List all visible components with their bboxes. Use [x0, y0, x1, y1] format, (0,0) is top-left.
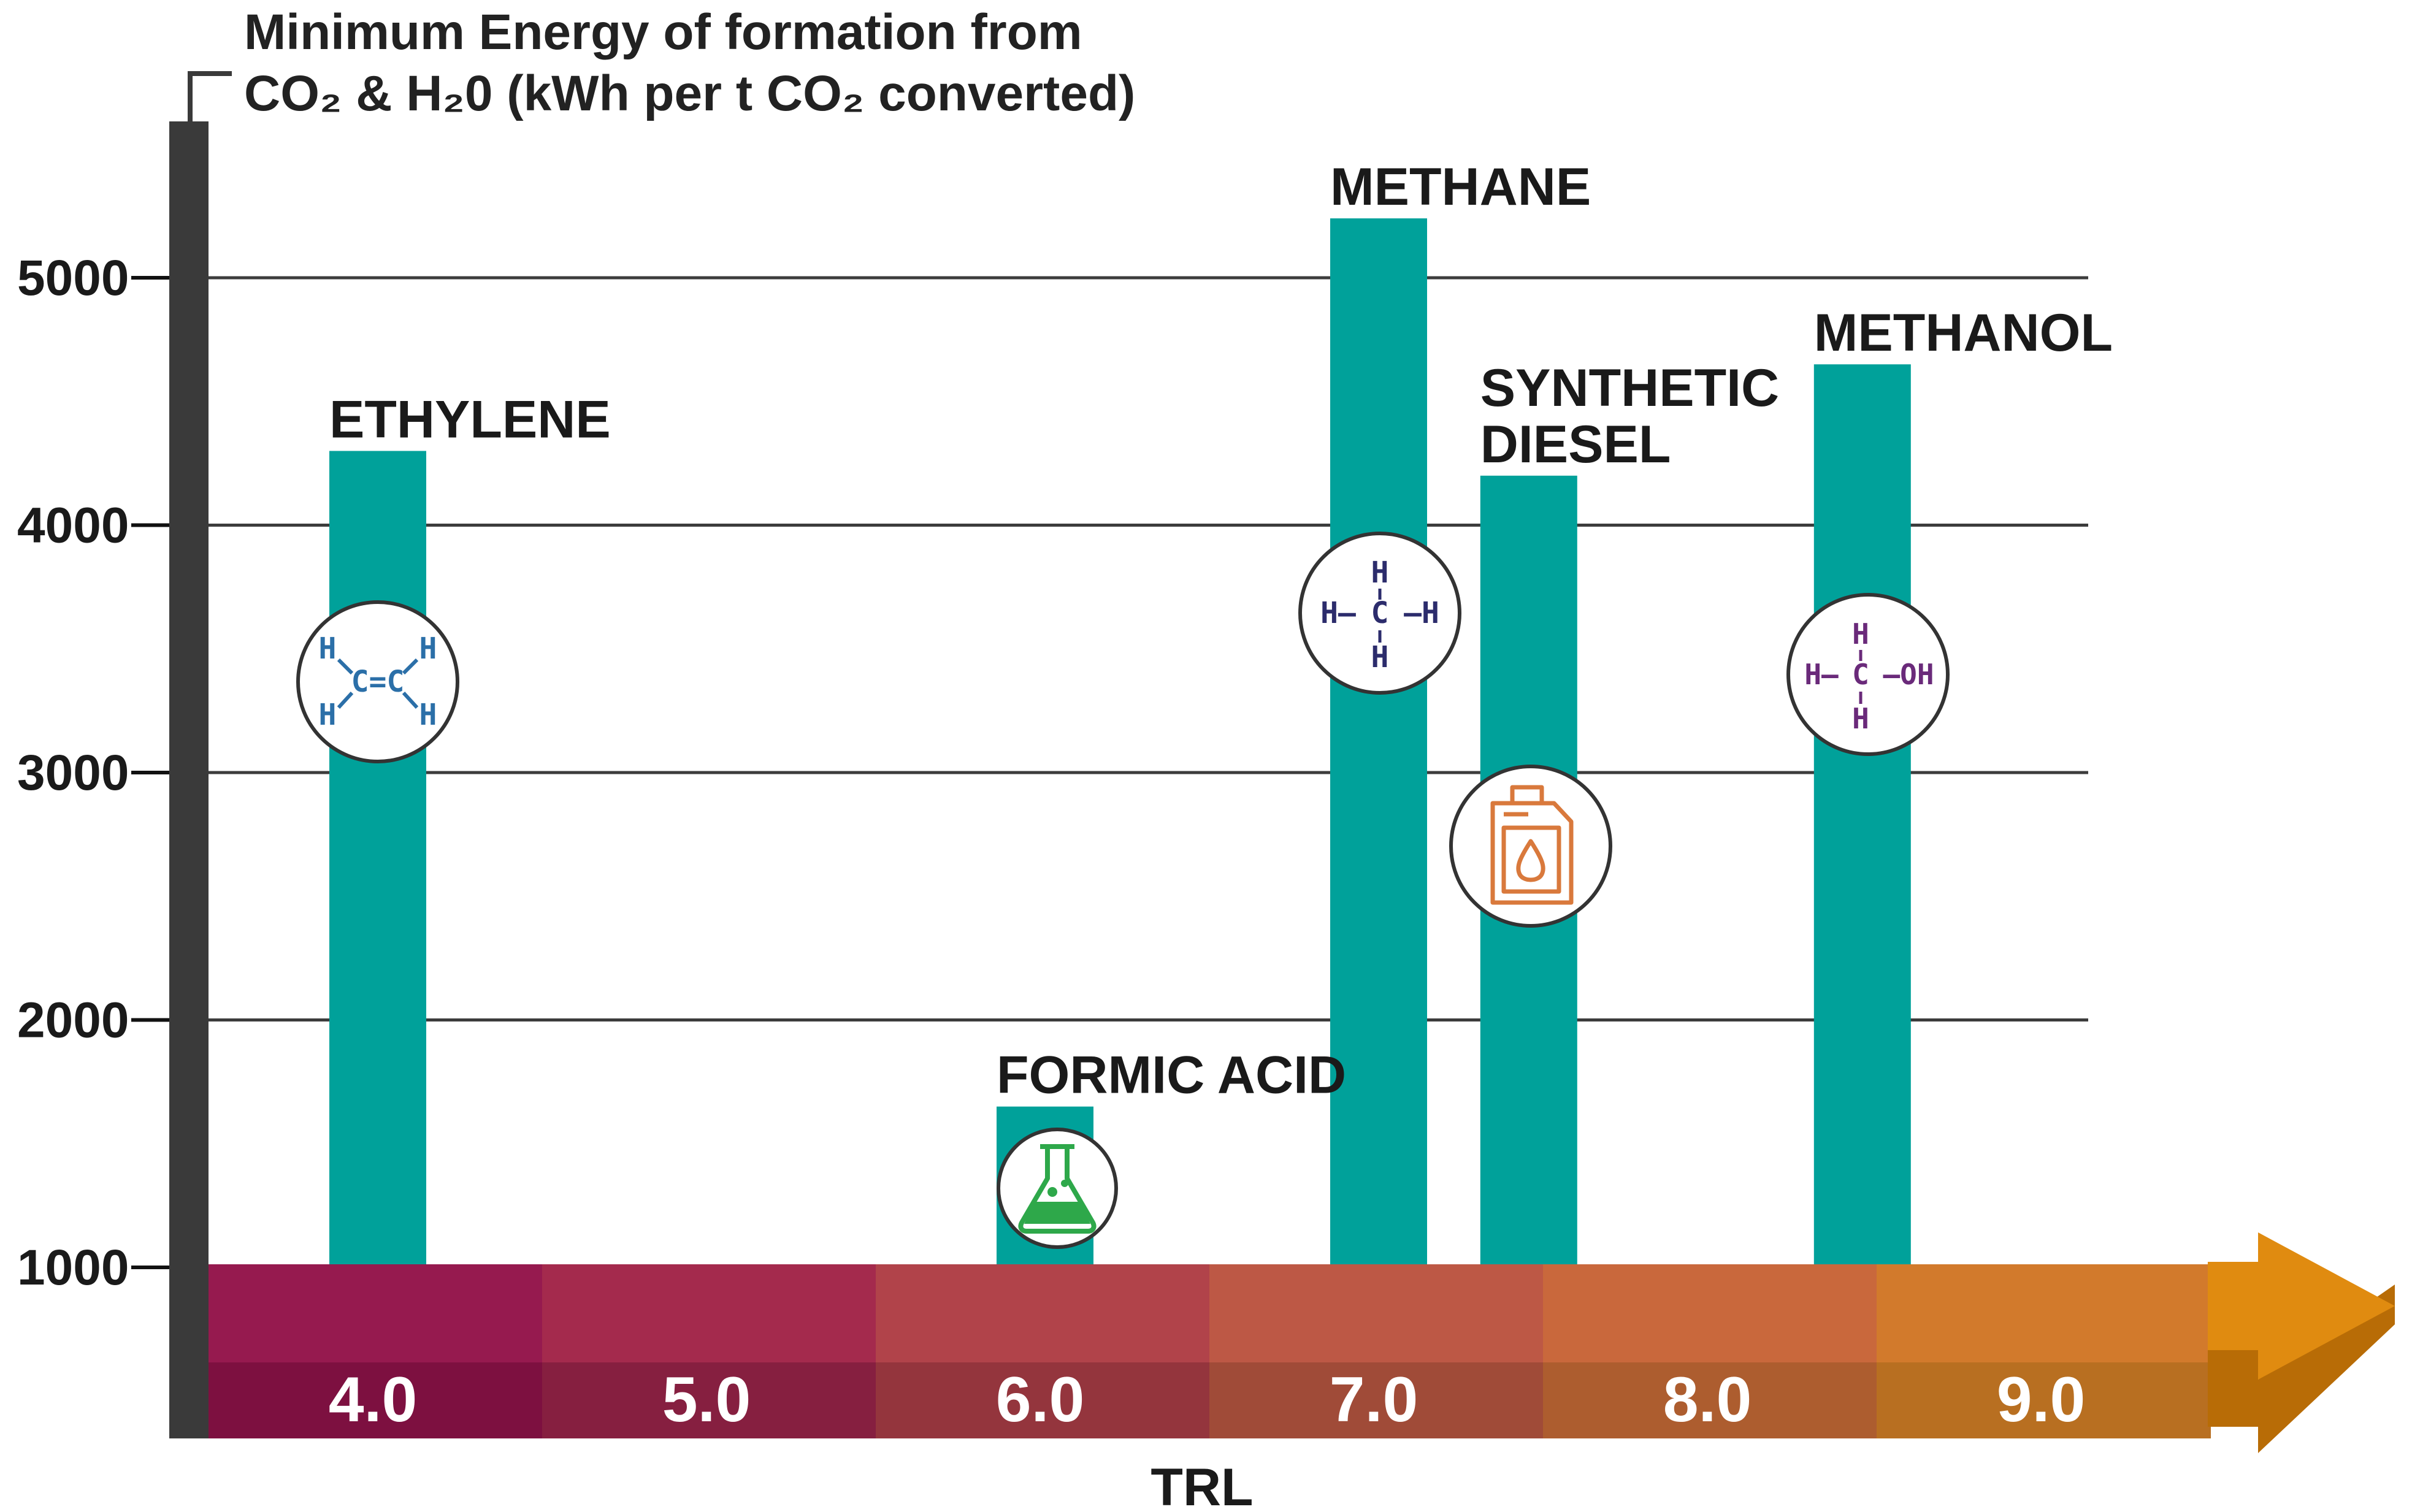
methanol-h-bottom: H	[1852, 702, 1869, 735]
flask-icon	[997, 1128, 1118, 1249]
flask-bubble-2	[1061, 1180, 1068, 1187]
methane-c: C	[1371, 596, 1389, 630]
trl-segment-top-6	[1877, 1264, 2211, 1362]
x-tick-9.0: 9.0	[1997, 1364, 2086, 1435]
chart-title: Minimum Energy of formation from CO₂ & H…	[188, 4, 1135, 123]
trl-segment-bottom-2	[542, 1362, 876, 1438]
y-tick-5000: 5000	[17, 250, 129, 306]
bar-methane	[1330, 218, 1427, 1267]
trl-band	[209, 1264, 2211, 1438]
y-tick-2000: 2000	[17, 993, 129, 1048]
bar-label-formic-acid: FORMIC ACID	[997, 1046, 1346, 1105]
y-tick-labels: 1000 2000 3000 4000 5000	[17, 250, 169, 1296]
y-tick-4000: 4000	[17, 498, 129, 554]
y-tick-1000: 1000	[17, 1240, 129, 1296]
methane-structure-icon: H H– C –H H	[1298, 532, 1461, 695]
trl-segment-top-5	[1543, 1264, 1877, 1362]
x-tick-7.0: 7.0	[1330, 1364, 1418, 1435]
bar-label-ethylene: ETHYLENE	[329, 390, 611, 449]
methanol-oh: –OH	[1883, 658, 1934, 691]
trl-segment-bottom-5	[1543, 1362, 1877, 1438]
ethylene-h-top-right: H	[419, 632, 437, 666]
methane-h-left: H–	[1320, 596, 1356, 630]
methanol-structure-icon: H H– C –OH H	[1786, 593, 1950, 756]
flask-liquid	[1024, 1202, 1090, 1224]
trl-segment-bottom-4	[1209, 1362, 1544, 1438]
drop-icon	[1516, 839, 1545, 882]
trl-segment-top-1	[209, 1264, 543, 1362]
trl-segment-top-4	[1209, 1264, 1544, 1362]
trl-segment-bottom-6	[1877, 1362, 2211, 1438]
ethylene-structure-icon: H H C=C H H	[296, 600, 459, 763]
methane-h-bottom: H	[1371, 640, 1389, 674]
bar-label-methane: METHANE	[1330, 158, 1591, 216]
y-axis-bar	[169, 121, 209, 1438]
trl-segment-bottom-1	[209, 1362, 543, 1438]
title-bracket	[188, 71, 232, 123]
x-tick-4.0: 4.0	[329, 1364, 418, 1435]
x-tick-labels: 4.0 5.0 6.0 7.0 8.0 9.0	[329, 1364, 2086, 1435]
bar-ethylene	[329, 451, 426, 1268]
methane-h-right: –H	[1404, 596, 1439, 630]
ethylene-core: C=C	[351, 665, 405, 699]
x-tick-8.0: 8.0	[1663, 1364, 1752, 1435]
bar-label-synthetic-diesel-line-2: DIESEL	[1480, 415, 1671, 474]
title-line-2: CO₂ & H₂0 (kWh per t CO₂ converted)	[244, 66, 1135, 121]
ethylene-h-top-left: H	[319, 632, 337, 666]
methanol-h-left: H–	[1804, 658, 1839, 691]
methanol-c: C	[1852, 658, 1869, 691]
trl-segment-bottom-3	[876, 1362, 1210, 1438]
bar-methanol	[1813, 364, 1911, 1267]
arrow-head	[2208, 1232, 2395, 1380]
bar-label-synthetic-diesel-line-1: SYNTHETIC	[1480, 359, 1779, 418]
methane-h-top: H	[1371, 556, 1389, 590]
trl-segment-top-3	[876, 1264, 1210, 1362]
bar-labels: ETHYLENE FORMIC ACID METHANE SYNTHETICDIESE…	[329, 158, 2113, 1105]
arrow-shaft-dark	[2208, 1350, 2258, 1427]
y-tick-3000: 3000	[17, 745, 129, 801]
methane-icon-circle	[1298, 532, 1461, 695]
canister-spout	[1510, 785, 1544, 803]
fuel-canister-icon	[1449, 765, 1612, 928]
title-line-1: Minimum Energy of formation from	[244, 4, 1082, 60]
x-tick-6.0: 6.0	[996, 1364, 1085, 1435]
ethylene-icon-circle	[296, 600, 459, 763]
ethylene-bonds	[337, 658, 419, 709]
flask-bubble-1	[1047, 1187, 1057, 1197]
gridlines	[209, 276, 2088, 1021]
canister-inner	[1501, 825, 1561, 894]
methanol-h-top: H	[1852, 617, 1869, 651]
trl-segment-top-2	[542, 1264, 876, 1362]
trl-arrow	[2208, 1232, 2395, 1453]
methanol-icon-circle	[1786, 593, 1950, 756]
ethylene-h-bottom-left: H	[319, 698, 337, 732]
x-axis-label: TRL	[1150, 1458, 1253, 1512]
ethylene-h-bottom-right: H	[419, 698, 437, 732]
bar-label-methanol: METHANOL	[1814, 304, 2113, 362]
x-tick-5.0: 5.0	[662, 1364, 751, 1435]
